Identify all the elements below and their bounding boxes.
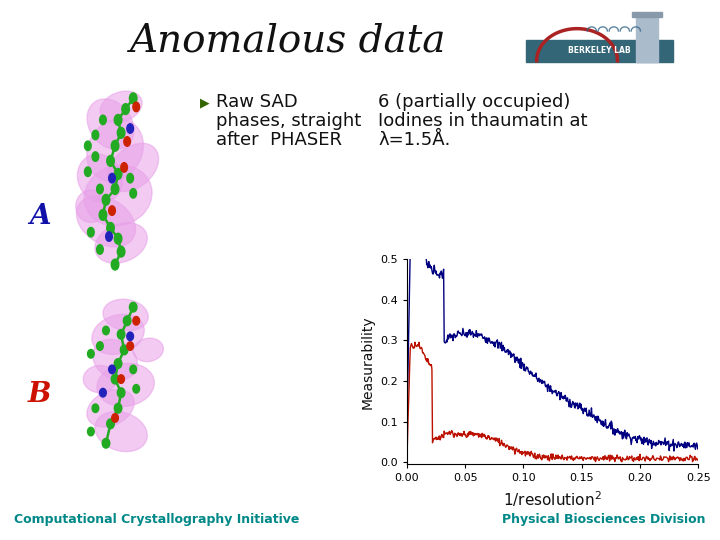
Text: Iodines in thaumatin at: Iodines in thaumatin at [378,112,588,130]
Circle shape [84,167,91,177]
Circle shape [130,302,137,312]
Ellipse shape [108,143,158,192]
Ellipse shape [95,411,148,451]
Circle shape [123,316,131,326]
Circle shape [121,163,127,172]
Circle shape [96,184,103,194]
Circle shape [92,152,99,161]
Ellipse shape [103,299,148,330]
Circle shape [88,349,94,358]
Circle shape [114,359,122,368]
Circle shape [133,316,140,325]
Ellipse shape [87,119,143,181]
Circle shape [114,403,122,413]
Text: Raw SAD: Raw SAD [216,93,298,111]
Y-axis label: Measurability: Measurability [361,315,374,409]
Circle shape [133,384,140,393]
Circle shape [117,127,125,138]
Circle shape [107,222,114,233]
Circle shape [88,227,94,237]
Bar [636,14,658,62]
Circle shape [88,427,94,436]
Circle shape [112,374,119,384]
Circle shape [107,156,114,166]
Circle shape [112,184,119,194]
Ellipse shape [76,196,135,247]
Circle shape [109,365,115,374]
Circle shape [99,388,107,397]
Text: Computational Crystallography Initiative: Computational Crystallography Initiative [14,513,300,526]
Circle shape [124,137,130,146]
Circle shape [96,342,103,350]
Text: λ=1.5Å.: λ=1.5Å. [378,131,451,149]
Ellipse shape [84,366,117,393]
Circle shape [120,345,128,355]
Circle shape [106,232,112,241]
Text: 6 (partially occupied): 6 (partially occupied) [378,93,570,111]
Circle shape [99,210,107,220]
Circle shape [112,414,118,422]
Bar [526,40,672,62]
Circle shape [130,93,137,104]
Circle shape [117,329,125,339]
Ellipse shape [95,223,148,263]
Circle shape [130,188,137,198]
Circle shape [133,102,140,112]
Ellipse shape [87,389,134,427]
Circle shape [92,130,99,140]
Text: Physical Biosciences Division: Physical Biosciences Division [502,513,706,526]
Circle shape [96,245,103,254]
Circle shape [92,404,99,413]
Ellipse shape [84,165,152,226]
Circle shape [114,114,122,125]
Circle shape [122,104,130,114]
Text: A: A [29,202,50,230]
Text: phases, straight: phases, straight [216,112,361,130]
Circle shape [127,124,133,133]
Ellipse shape [93,340,138,380]
Ellipse shape [97,363,154,407]
Ellipse shape [92,314,144,354]
Text: BERKELEY LAB: BERKELEY LAB [568,46,631,55]
Text: Anomalous data: Anomalous data [130,22,446,59]
Circle shape [118,375,125,383]
Bar [632,12,662,17]
Circle shape [130,365,137,374]
Circle shape [107,419,114,429]
Circle shape [127,342,133,350]
Text: B: B [28,381,51,408]
Circle shape [114,233,122,244]
Ellipse shape [76,190,106,222]
Circle shape [109,173,115,183]
Text: ▶: ▶ [200,96,210,109]
Ellipse shape [87,99,134,150]
Circle shape [102,438,109,448]
Ellipse shape [78,154,122,202]
Ellipse shape [133,338,163,362]
Circle shape [102,194,109,205]
Circle shape [103,326,109,335]
Circle shape [99,115,107,125]
X-axis label: 1/resolution$^2$: 1/resolution$^2$ [503,489,602,509]
Circle shape [114,168,122,179]
Circle shape [84,141,91,151]
Circle shape [109,206,115,215]
Circle shape [127,173,133,183]
Circle shape [112,259,119,270]
Circle shape [117,246,125,257]
Circle shape [127,332,133,341]
Circle shape [112,140,119,151]
Text: after  PHASER: after PHASER [216,131,342,149]
Ellipse shape [100,91,142,123]
Circle shape [117,388,125,397]
